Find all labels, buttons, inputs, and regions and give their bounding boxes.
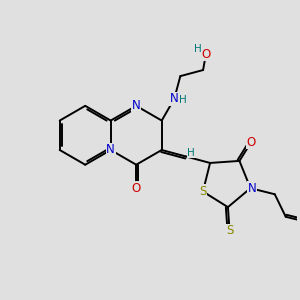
- Text: N: N: [106, 143, 115, 157]
- Text: N: N: [132, 99, 141, 112]
- Text: O: O: [132, 182, 141, 195]
- Text: H: H: [194, 44, 202, 54]
- Text: O: O: [247, 136, 256, 149]
- Text: S: S: [199, 185, 207, 198]
- Text: N: N: [170, 92, 178, 105]
- Text: O: O: [201, 48, 211, 61]
- Text: S: S: [226, 224, 233, 237]
- Text: H: H: [187, 148, 195, 158]
- Text: H: H: [178, 95, 186, 105]
- Text: N: N: [248, 182, 256, 195]
